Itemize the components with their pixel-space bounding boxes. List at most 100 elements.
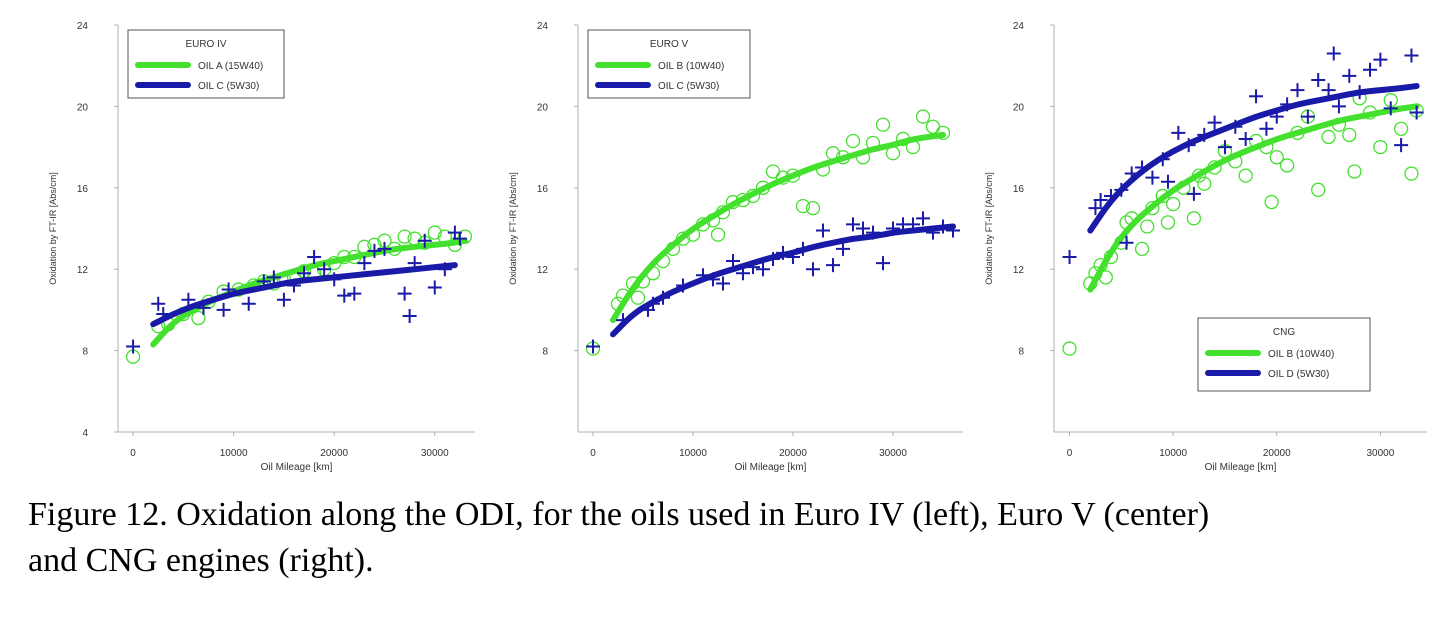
x-tick-label: 30000 [421, 448, 449, 459]
data-point [756, 262, 770, 277]
data-point [1259, 121, 1274, 136]
data-point [1404, 166, 1419, 181]
y-tick-label: 12 [537, 265, 549, 276]
data-point [1088, 201, 1103, 216]
data-point [856, 221, 870, 236]
data-point [1062, 341, 1077, 356]
data-point [377, 241, 392, 256]
data-point [1119, 235, 1134, 250]
data-point [427, 225, 442, 240]
legend-entry-label: OIL B (10W40) [1268, 349, 1334, 360]
data-point [1331, 99, 1346, 114]
chart-panel-2: 8 12 16 20 24 0 10000 20000 30000 Oil Mileage [km… [508, 21, 963, 473]
data-point [307, 249, 322, 264]
data-point [805, 200, 821, 216]
data-point [1134, 241, 1150, 257]
data-point [402, 309, 417, 324]
y-tick-label: 24 [77, 21, 89, 32]
y-tick-label: 8 [82, 347, 88, 358]
y-tick-label: 12 [1013, 265, 1025, 276]
data-point [1186, 186, 1201, 201]
data-point [915, 109, 931, 124]
y-tick-label: 16 [1013, 184, 1025, 195]
y-axis-label: Oxidation by FT-IR [Abs/cm] [984, 172, 994, 285]
data-point [875, 117, 891, 132]
data-point [765, 164, 781, 179]
chart-panel-1: 4 8 12 16 20 24 0 10000 20000 30000 Oil Mileage [k… [48, 21, 475, 473]
data-point [1383, 101, 1398, 116]
legend-entry-label: OIL A (15W40) [198, 61, 263, 72]
x-tick-label: 20000 [320, 448, 348, 459]
x-tick-label: 10000 [679, 448, 707, 459]
data-point [397, 229, 412, 244]
data-point [1393, 121, 1409, 136]
x-axis-label: Oil Mileage [km] [735, 462, 807, 473]
data-point [925, 119, 941, 134]
y-tick-label: 8 [542, 347, 548, 358]
data-point [1140, 219, 1155, 234]
data-point [1326, 46, 1341, 61]
y-tick-label: 20 [1013, 102, 1025, 113]
charts-area: 4 8 12 16 20 24 0 10000 20000 30000 Oil Mileage [k… [48, 21, 1427, 473]
x-tick-label: 0 [130, 448, 136, 459]
data-point [795, 198, 811, 214]
x-tick-label: 10000 [220, 448, 248, 459]
data-point [586, 339, 600, 354]
fit-curve [150, 262, 458, 328]
data-point [826, 258, 840, 273]
data-point [846, 217, 860, 232]
data-point [1217, 140, 1232, 155]
data-point [1186, 211, 1202, 226]
data-point [1363, 62, 1378, 77]
data-point [710, 227, 726, 242]
figure-caption: Figure 12. Oxidation along the ODI, for … [28, 492, 1418, 584]
data-point [1342, 68, 1357, 83]
x-tick-label: 20000 [1263, 448, 1291, 459]
y-axis-label: Oxidation by FT-IR [Abs/cm] [48, 172, 58, 285]
x-tick-label: 0 [1067, 448, 1073, 459]
data-point [1269, 150, 1284, 165]
data-point [337, 288, 352, 303]
data-point [357, 256, 372, 271]
data-point [1373, 139, 1388, 155]
data-point [1197, 176, 1212, 191]
data-point [181, 292, 196, 307]
data-point [916, 211, 930, 226]
data-point [151, 296, 166, 311]
data-point [1207, 115, 1222, 130]
legend-title: EURO V [650, 39, 689, 50]
data-point [726, 254, 740, 269]
y-tick-label: 8 [1018, 347, 1024, 358]
series-green [1062, 91, 1424, 356]
data-point [216, 302, 231, 317]
x-axis-label: Oil Mileage [km] [1205, 462, 1277, 473]
data-point [367, 243, 382, 258]
data-point [836, 241, 850, 256]
legend-entry-label: OIL D (5W30) [1268, 369, 1329, 380]
data-point [266, 270, 281, 285]
data-point [1145, 170, 1160, 185]
data-point [1238, 168, 1253, 183]
y-tick-label: 24 [1013, 21, 1025, 32]
data-point [452, 231, 467, 246]
data-point [1373, 52, 1388, 67]
data-point [1409, 105, 1424, 120]
y-tick-label: 16 [537, 184, 549, 195]
data-point [1171, 125, 1186, 140]
caption-line-2: and CNG engines (right). [28, 542, 374, 579]
legend: EURO IV OIL A (15W40) OIL C (5W30) [127, 29, 285, 99]
legend-title: EURO IV [185, 39, 226, 50]
data-point [630, 290, 646, 305]
x-tick-label: 10000 [1159, 448, 1187, 459]
x-tick-label: 0 [590, 448, 596, 459]
data-point [716, 276, 730, 291]
data-point [126, 339, 141, 354]
data-point [1264, 194, 1279, 210]
fit-curve [610, 131, 946, 324]
legend-entry-label: OIL C (5W30) [198, 81, 259, 92]
data-point [1290, 83, 1305, 98]
data-point [876, 256, 890, 271]
x-tick-label: 30000 [1366, 448, 1394, 459]
data-point [191, 310, 206, 326]
